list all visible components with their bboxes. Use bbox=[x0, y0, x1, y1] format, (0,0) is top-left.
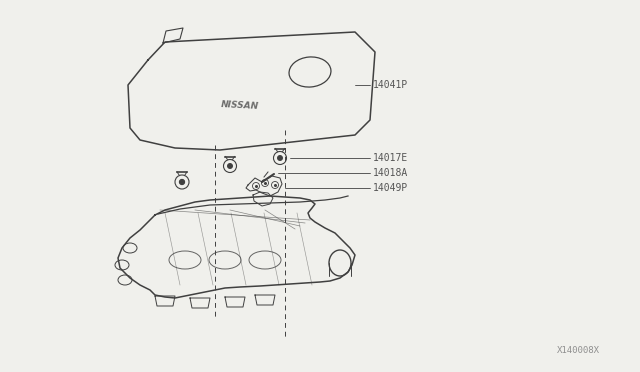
Circle shape bbox=[228, 164, 232, 168]
Text: 14018A: 14018A bbox=[373, 168, 408, 178]
Text: NISSAN: NISSAN bbox=[221, 100, 259, 110]
Text: X140008X: X140008X bbox=[557, 346, 600, 355]
Text: 14049P: 14049P bbox=[373, 183, 408, 193]
Text: 14017E: 14017E bbox=[373, 153, 408, 163]
Circle shape bbox=[180, 180, 184, 185]
Circle shape bbox=[278, 156, 282, 160]
Text: 14041P: 14041P bbox=[373, 80, 408, 90]
